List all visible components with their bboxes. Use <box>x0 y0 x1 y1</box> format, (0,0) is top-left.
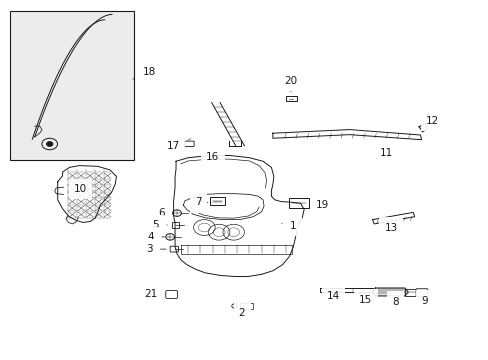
Text: 15: 15 <box>358 294 372 305</box>
Circle shape <box>47 142 53 146</box>
Text: 12: 12 <box>425 114 439 126</box>
Polygon shape <box>372 212 414 224</box>
Text: 9: 9 <box>420 296 427 306</box>
FancyBboxPatch shape <box>184 141 194 147</box>
Polygon shape <box>320 288 372 292</box>
Text: 4: 4 <box>147 232 164 242</box>
Polygon shape <box>418 123 427 132</box>
Text: 11: 11 <box>379 148 392 158</box>
FancyBboxPatch shape <box>415 289 427 297</box>
Text: 5: 5 <box>152 220 167 230</box>
Text: 20: 20 <box>284 76 297 92</box>
Text: 17: 17 <box>166 141 180 151</box>
Polygon shape <box>372 288 407 296</box>
Text: 14: 14 <box>326 291 340 301</box>
Bar <box>210 197 224 205</box>
Text: 6: 6 <box>158 208 173 218</box>
Text: 19: 19 <box>314 200 329 210</box>
Text: 21: 21 <box>143 289 165 300</box>
Bar <box>404 289 415 296</box>
Bar <box>239 303 253 309</box>
Text: 7: 7 <box>194 197 207 207</box>
Text: 2: 2 <box>238 308 245 318</box>
Text: 8: 8 <box>391 297 399 307</box>
Bar <box>172 222 179 228</box>
Text: 13: 13 <box>383 222 397 233</box>
Bar <box>289 198 308 208</box>
FancyBboxPatch shape <box>170 246 178 252</box>
Text: 18: 18 <box>133 67 156 79</box>
Polygon shape <box>272 130 421 140</box>
Bar <box>10 11 134 160</box>
FancyBboxPatch shape <box>165 291 177 298</box>
Text: 10: 10 <box>74 184 87 194</box>
Text: 3: 3 <box>145 244 165 254</box>
Text: 1: 1 <box>281 221 296 231</box>
Text: 16: 16 <box>205 152 220 162</box>
